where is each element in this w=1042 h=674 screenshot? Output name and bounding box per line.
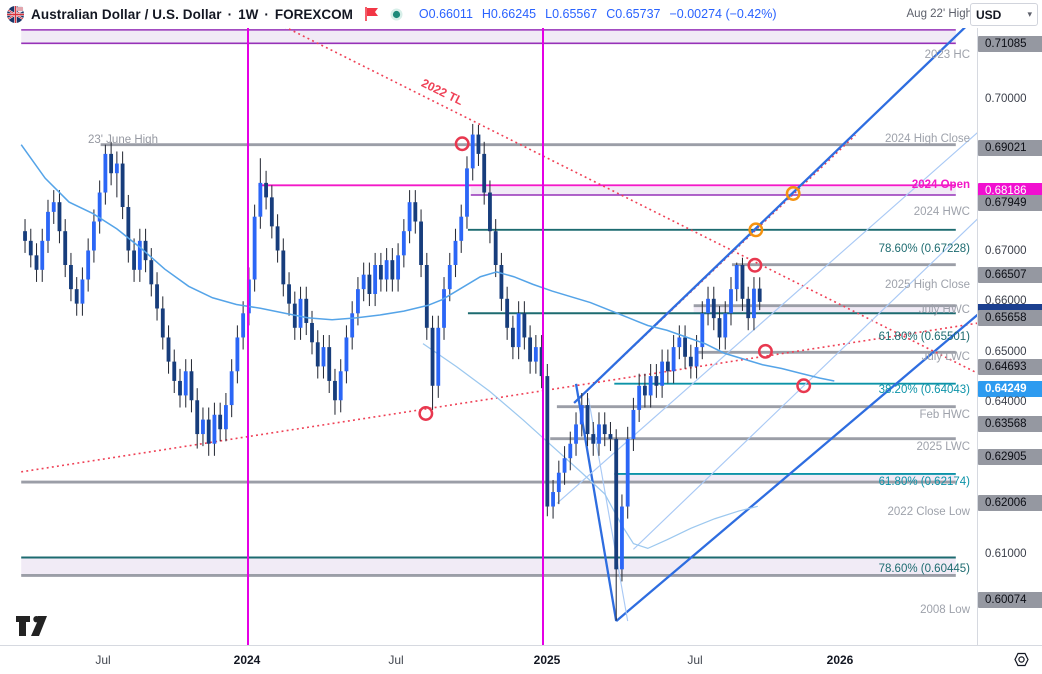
price-tick: 0.61000 [985, 547, 1027, 560]
candlestick-series [23, 123, 762, 621]
price-tick: 0.70000 [985, 93, 1027, 105]
moving-average-slow [20, 144, 835, 382]
price-tick: 0.66000 [985, 295, 1027, 307]
level-label: 2024 Open [911, 179, 970, 191]
red-circle-marker [454, 136, 470, 152]
price-badge: 0.64249 [978, 381, 1042, 398]
channel-thin-2[interactable] [633, 180, 977, 550]
price-badge: 0.63568 [978, 415, 1042, 432]
level-label: 2024 HWC [913, 206, 970, 218]
title-separator: · [264, 6, 269, 22]
gear-icon[interactable] [1013, 651, 1030, 668]
change-value: −0.00274 (−0.42%) [669, 7, 777, 21]
level-label: 38.20% (0.64043) [878, 384, 970, 396]
ohlc-readout: O0.66011 H0.66245 L0.65567 C0.65737 −0.0… [419, 7, 777, 21]
price-badge: 0.65658 [978, 310, 1042, 327]
level-label: 2025 LWC [916, 441, 970, 453]
status-dot-icon[interactable] [390, 8, 403, 21]
price-tick: 0.67000 [985, 244, 1027, 257]
aud-usd-pair-icon [6, 5, 25, 24]
level-label: 2008 Low [920, 604, 970, 616]
timeframe-label[interactable]: 1W [238, 6, 259, 22]
open-value: O0.66011 [418, 7, 473, 21]
price-badge: 0.60074 [978, 592, 1042, 609]
exchange-label: FOREXCOM [274, 6, 353, 22]
tl-2022-descending[interactable] [234, 28, 977, 393]
level-label: 61.80% (0.65501) [878, 331, 970, 343]
red-circle-marker [796, 378, 812, 394]
chart-header: Australian Dollar / U.S. Dollar · 1W · F… [0, 0, 1042, 28]
level-label: 2022 Close Low [887, 506, 970, 518]
price-badge: 0.62006 [978, 494, 1042, 511]
orange-circle-marker [785, 186, 801, 201]
red-circle-marker [418, 406, 434, 421]
level-label: 61.80% (0.62174) [878, 476, 970, 488]
chevron-down-icon: ▾ [1027, 9, 1032, 19]
level-label: 78.60% (0.60445) [878, 563, 970, 575]
price-scale[interactable]: 0.71085 0.70000 0.69021 0.68186 0.67949 0.670… [977, 28, 1042, 645]
channel-thin-1[interactable] [556, 97, 977, 504]
red-circle-marker [757, 343, 773, 359]
level-label: 2023 HC [924, 49, 970, 61]
price-tick: 0.64000 [985, 396, 1027, 408]
price-badge: 0.64693 [978, 359, 1042, 375]
tradingview-logo[interactable] [16, 615, 50, 639]
zone-july-hwc [693, 305, 956, 314]
level-label: July LWC [921, 351, 970, 363]
level-label: Feb HWC [919, 409, 970, 421]
time-tick-jul: Jul [388, 653, 404, 667]
price-chart-pane[interactable]: 23' June High 2022 TL 2023 HC 2024 High C… [0, 28, 977, 645]
price-tick: 0.65000 [985, 345, 1027, 358]
zone-2024-open [470, 186, 956, 196]
time-scale[interactable]: Jul 2024 Jul 2025 Jul 2026 [0, 645, 1042, 674]
channel-thick-upper[interactable] [573, 28, 977, 404]
zone-2008-low [21, 557, 956, 576]
time-tick-2026: 2026 [826, 653, 854, 667]
time-tick-jul: Jul [95, 653, 111, 667]
price-badge: 0.67949 [978, 194, 1042, 211]
level-label: 2024 High Close [884, 133, 970, 145]
red-circle-marker [747, 257, 763, 273]
time-tick-jul: Jul [687, 653, 703, 667]
currency-value: USD [976, 7, 1002, 22]
price-badge: 0.69021 [978, 140, 1042, 157]
navy-price-strip [978, 304, 1042, 312]
time-tick-2025: 2025 [533, 653, 561, 667]
price-badge: 0.62905 [978, 449, 1042, 466]
price-badge: 0.66507 [978, 267, 1042, 284]
level-label: 78.60% (0.67228) [878, 243, 970, 255]
range-note: Aug 22' High [906, 8, 973, 20]
title-separator: · [227, 6, 233, 22]
high-value: H0.66245 [481, 7, 537, 21]
june-high-label: 23' June High [88, 134, 158, 146]
candlestick-chart [20, 28, 977, 622]
moving-average-fast [422, 343, 758, 550]
orange-circle-marker [748, 222, 764, 238]
currency-selector[interactable]: USD ▾ [970, 3, 1038, 26]
symbol-title[interactable]: Australian Dollar / U.S. Dollar [31, 6, 222, 22]
close-value: C0.65737 [606, 7, 661, 21]
level-label: 2025 High Close [884, 279, 970, 291]
tl-long-ascending[interactable] [21, 317, 977, 473]
vee-right-arm[interactable] [615, 281, 977, 622]
flag-icon[interactable] [365, 7, 380, 21]
price-badge: 0.71085 [978, 36, 1042, 53]
level-label: July HWC [918, 304, 970, 316]
time-tick-2024: 2024 [233, 653, 261, 667]
low-value: L0.65567 [545, 7, 598, 21]
zone-2023-hc [21, 29, 956, 44]
